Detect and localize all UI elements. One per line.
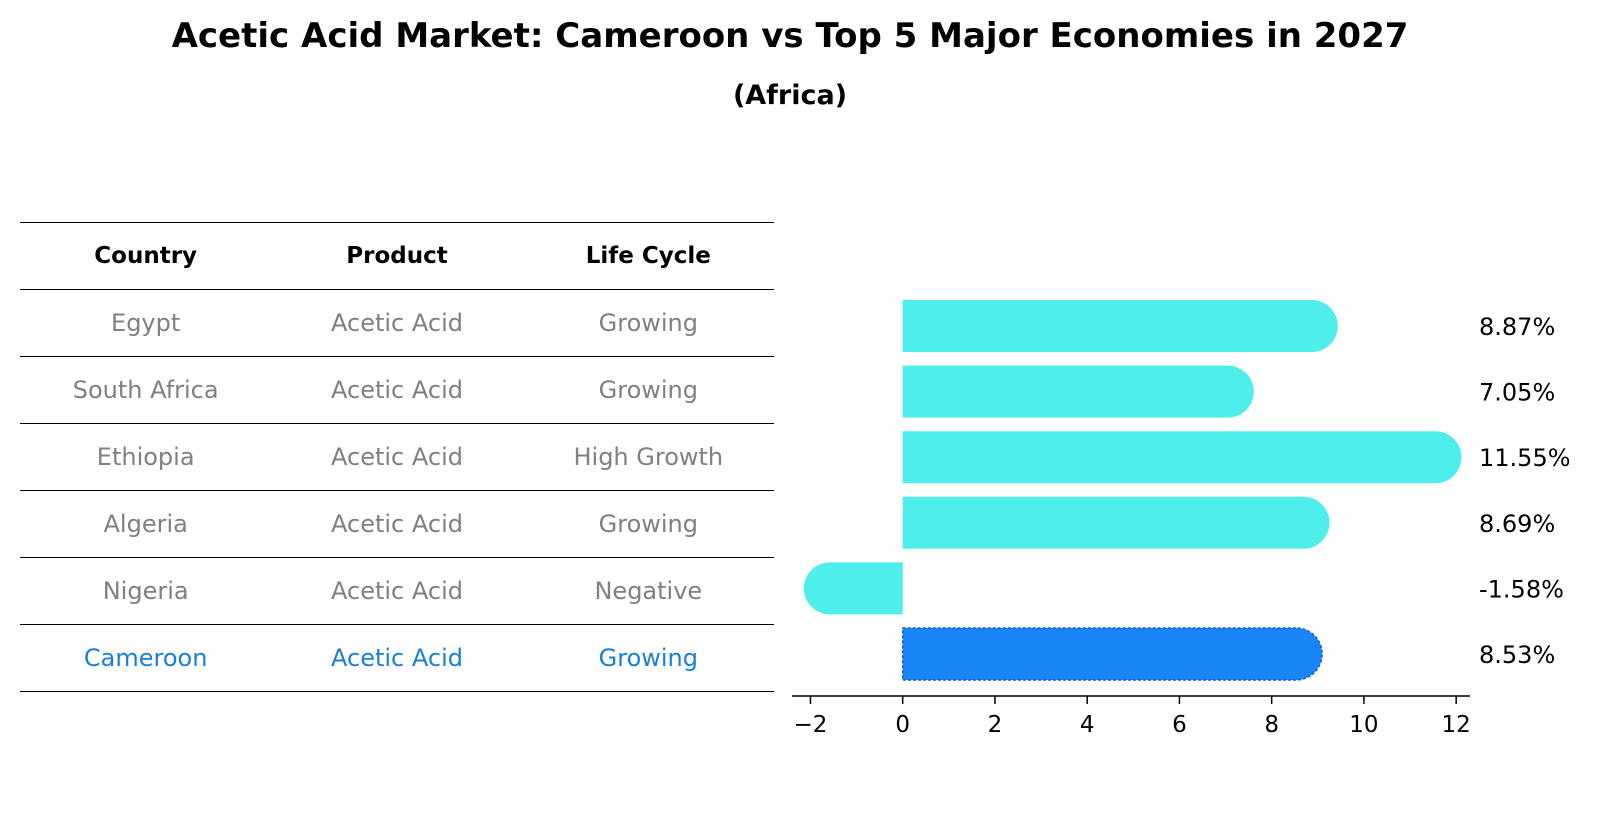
cell-country: Nigeria: [20, 557, 272, 625]
value-label: 11.55%: [1479, 444, 1571, 472]
cell-country: Ethiopia: [20, 423, 272, 491]
x-tick-label: 8: [1264, 712, 1279, 738]
table-row: Ethiopia Acetic Acid High Growth: [20, 423, 774, 491]
header-product: Product: [271, 222, 523, 290]
x-tick-label: 10: [1349, 712, 1378, 738]
value-label: 8.69%: [1479, 510, 1555, 538]
x-tick-label: 6: [1172, 712, 1187, 738]
bar-nigeria: [803, 562, 903, 615]
table-row: Nigeria Acetic Acid Negative: [20, 557, 774, 625]
cell-product: Acetic Acid: [271, 423, 523, 491]
bar-south-africa: [902, 365, 1254, 418]
cell-country: South Africa: [20, 356, 272, 424]
x-tick-label: −2: [793, 712, 827, 738]
chart-subtitle: (Africa): [732, 80, 848, 111]
cell-country: Algeria: [20, 490, 272, 558]
value-label: 7.05%: [1479, 379, 1555, 407]
cell-life-cycle: Growing: [522, 356, 774, 424]
value-label: 8.53%: [1479, 641, 1555, 669]
cell-product: Acetic Acid: [271, 557, 523, 625]
cell-life-cycle: High Growth: [522, 423, 774, 491]
bar-egypt: [902, 300, 1338, 352]
cell-life-cycle: Negative: [522, 557, 774, 625]
table-row: Algeria Acetic Acid Growing: [20, 490, 774, 558]
chart-title: Acetic Acid Market: Cameroon vs Top 5 Ma…: [171, 16, 1409, 56]
x-tick-label: 12: [1442, 712, 1471, 738]
cell-product: Acetic Acid: [271, 624, 523, 692]
cell-product: Acetic Acid: [271, 490, 523, 558]
x-tick-label: 4: [1080, 712, 1095, 738]
bar-algeria: [902, 496, 1330, 549]
x-tick-label: 2: [988, 712, 1003, 738]
value-label: -1.58%: [1479, 575, 1564, 603]
cell-life-cycle: Growing: [522, 490, 774, 558]
table-row: South Africa Acetic Acid Growing: [20, 356, 774, 424]
table-row-highlight: Cameroon Acetic Acid Growing: [20, 624, 774, 692]
cell-product: Acetic Acid: [271, 289, 523, 357]
header-country: Country: [20, 222, 272, 290]
cell-life-cycle: Growing: [522, 624, 774, 692]
cell-product: Acetic Acid: [271, 356, 523, 424]
cell-life-cycle: Growing: [522, 289, 774, 357]
table-row: Egypt Acetic Acid Growing: [20, 289, 774, 357]
bar-cameroon: [901, 627, 1323, 681]
table-header-row: Country Product Life Cycle: [20, 222, 774, 290]
data-table: Country Product Life Cycle Egypt Acetic …: [20, 222, 774, 692]
header-life-cycle: Life Cycle: [522, 222, 774, 290]
cell-country: Egypt: [20, 289, 272, 357]
value-label: 8.87%: [1479, 313, 1555, 341]
cell-country: Cameroon: [20, 624, 272, 692]
bar-ethiopia: [902, 431, 1462, 484]
x-tick-label: 0: [895, 712, 910, 738]
